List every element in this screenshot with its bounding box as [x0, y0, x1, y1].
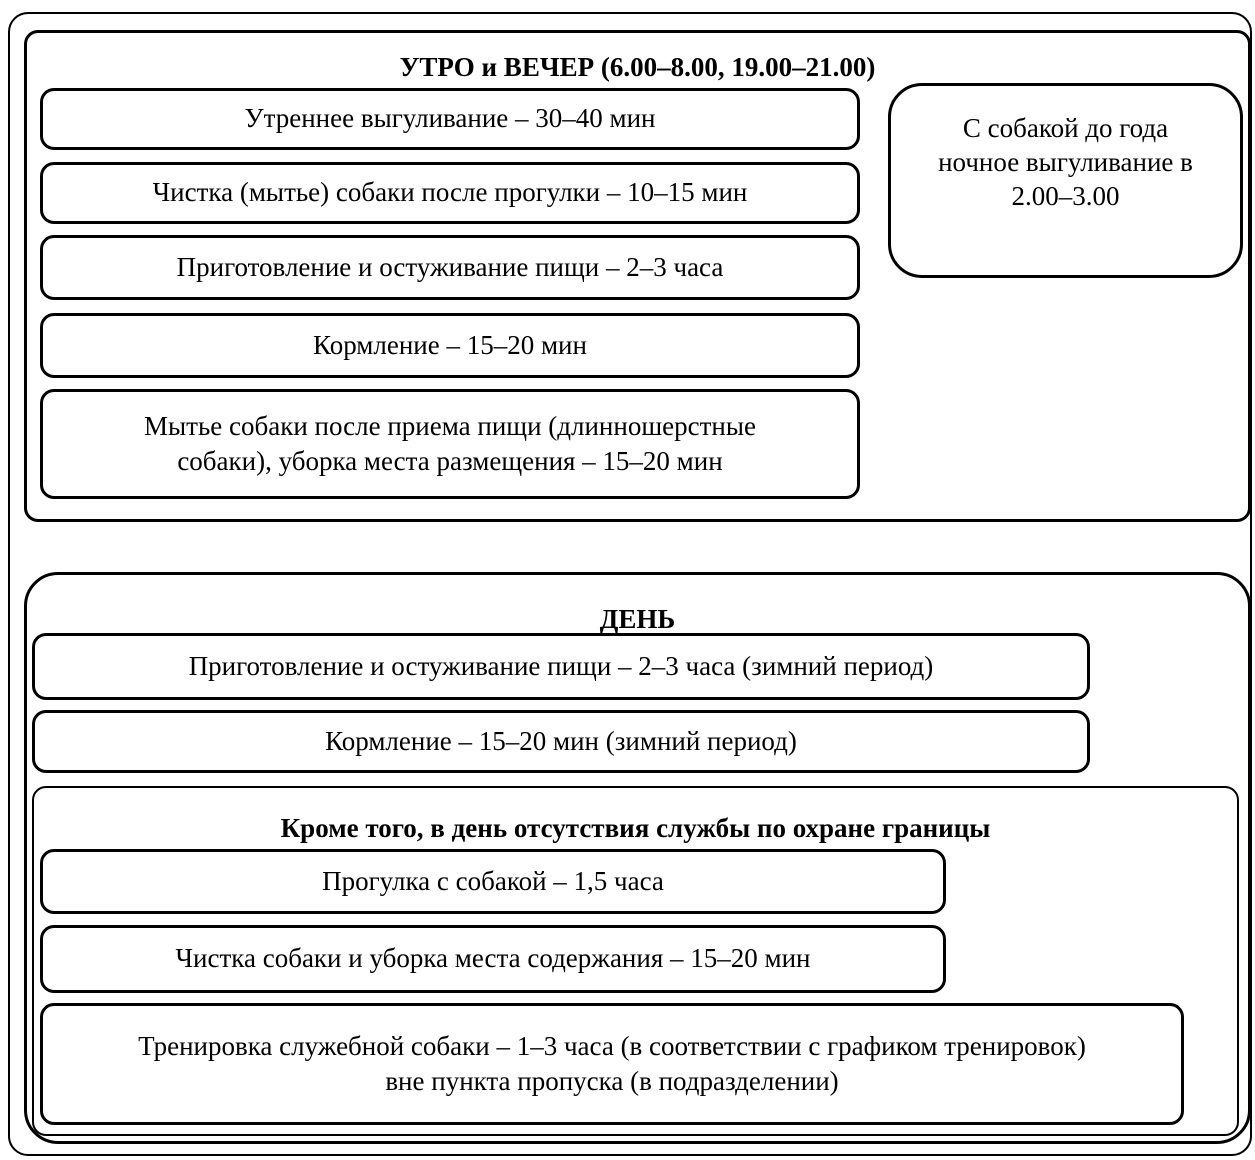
night-walk-note: С собакой до года ночное выгуливание в 2… — [888, 83, 1243, 278]
morning-evening-title: УТРО и ВЕЧЕР (6.00–8.00, 19.00–21.00) — [399, 52, 876, 82]
morning-item-food-prep: Приготовление и остуживание пищи – 2–3 ч… — [40, 235, 860, 300]
no-service-item-training: Тренировка служебной собаки – 1–3 часа (… — [40, 1003, 1184, 1125]
no-service-item-walk: Прогулка с собакой – 1,5 часа — [40, 849, 946, 914]
morning-item-walk: Утреннее выгуливание – 30–40 мин — [40, 88, 860, 150]
no-service-day-title: Кроме того, в день отсутствия службы по … — [280, 813, 991, 843]
morning-item-washing: Мытье собаки после приема пищи (длинноше… — [40, 389, 860, 499]
day-item-food-prep: Приготовление и остуживание пищи – 2–3 ч… — [32, 633, 1090, 700]
day-title: ДЕНЬ — [599, 604, 676, 634]
morning-item-feeding: Кормление – 15–20 мин — [40, 313, 860, 378]
no-service-item-cleaning: Чистка собаки и уборка места содержания … — [40, 925, 946, 993]
morning-item-cleaning: Чистка (мытье) собаки после прогулки – 1… — [40, 162, 860, 224]
day-item-feeding: Кормление – 15–20 мин (зимний период) — [32, 710, 1090, 773]
